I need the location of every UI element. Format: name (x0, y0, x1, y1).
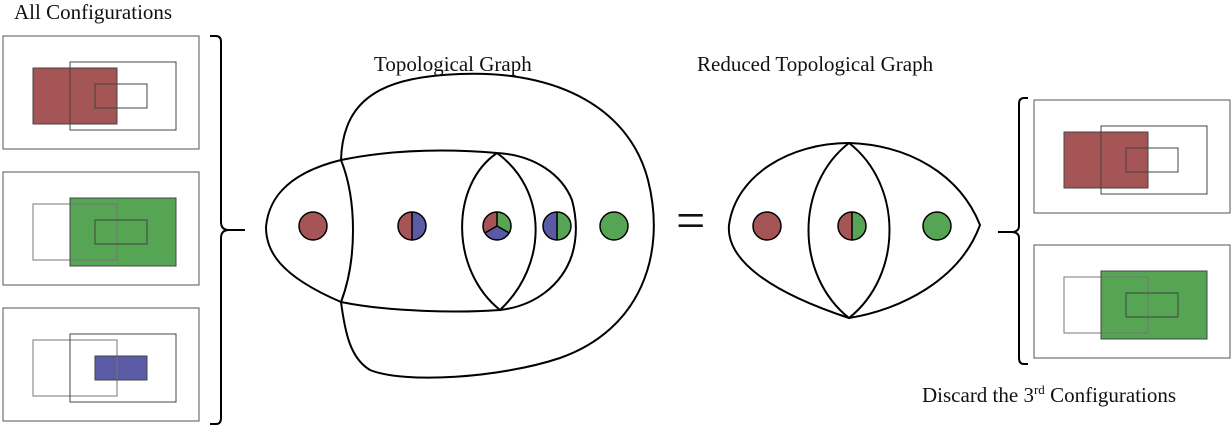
node-region-green (557, 212, 571, 240)
outline-rect-1 (69, 61, 177, 131)
topological-graph (264, 72, 655, 379)
graph-nodes (298, 211, 952, 241)
topo-node-red-green-blue (482, 211, 512, 241)
graph-lens (461, 152, 537, 312)
reduced-topological-graph (727, 141, 982, 320)
topo-node-red (298, 211, 328, 241)
kept-panel-green (1033, 244, 1231, 359)
outline-rect-0 (1063, 131, 1149, 189)
outline-rect-0 (32, 339, 118, 397)
outline-rect-2 (1125, 292, 1179, 318)
outline-rect-2 (94, 219, 148, 245)
node-outline (397, 211, 427, 241)
all-configurations-title: All Configurations (14, 0, 173, 24)
reduced-node-red (752, 211, 782, 241)
blue-filled-rect (95, 356, 147, 380)
green-filled-rect (70, 198, 176, 266)
outline-rect-2 (94, 355, 148, 381)
discard-caption-prefix: Discard the 3 (922, 383, 1034, 407)
outline-rect-2 (94, 83, 148, 109)
reduced-lens (807, 142, 891, 320)
discard-caption: Discard the 3rd Configurations (922, 382, 1176, 408)
topo-node-green (599, 211, 629, 241)
node-divider (484, 225, 498, 234)
node-outline (837, 211, 867, 241)
node-region-blue (412, 212, 426, 240)
outline-rect-0 (32, 67, 118, 125)
equals-sign: = (676, 193, 706, 250)
outline-rect-1 (1100, 125, 1208, 195)
outline-rect-2 (1125, 147, 1179, 173)
reduced-node-red-green (837, 211, 867, 241)
graph-outer-loop (340, 72, 655, 379)
topological-graph-title: Topological Graph (374, 52, 532, 76)
all-panel-green (2, 171, 200, 286)
discard-caption-suffix: Configurations (1044, 383, 1177, 407)
node-region-red (398, 212, 412, 240)
outline-rect-1 (69, 197, 177, 267)
all-panel-blue (2, 307, 200, 422)
node-region-red (752, 211, 782, 241)
node-region-red (298, 211, 328, 241)
graph-divider-curve (340, 159, 354, 303)
node-region-blue (484, 226, 510, 241)
node-region-green (852, 212, 866, 240)
node-outline (482, 211, 512, 241)
left-brace (210, 35, 245, 425)
node-region-blue (543, 212, 557, 240)
reduced-topological-graph-title: Reduced Topological Graph (697, 52, 934, 76)
reduced-node-green (922, 211, 952, 241)
outline-rect-0 (1063, 276, 1149, 334)
node-region-green (599, 211, 629, 241)
outline-rect-1 (69, 333, 177, 403)
outline-rect-0 (32, 203, 118, 261)
discard-caption-superscript: rd (1033, 382, 1045, 397)
topo-node-blue-green (542, 211, 572, 241)
green-filled-rect (1101, 271, 1207, 339)
outline-rect-1 (1100, 270, 1208, 340)
right-brace (998, 97, 1028, 365)
red-filled-rect (1064, 132, 1148, 188)
node-divider (496, 225, 510, 234)
node-region-red (838, 212, 852, 240)
all-panel-red (2, 35, 200, 150)
node-region-green (922, 211, 952, 241)
red-filled-rect (33, 68, 117, 124)
kept-panel-red (1033, 99, 1231, 214)
node-outline (542, 211, 572, 241)
configuration-panels (2, 35, 1231, 422)
topo-node-red-blue (397, 211, 427, 241)
